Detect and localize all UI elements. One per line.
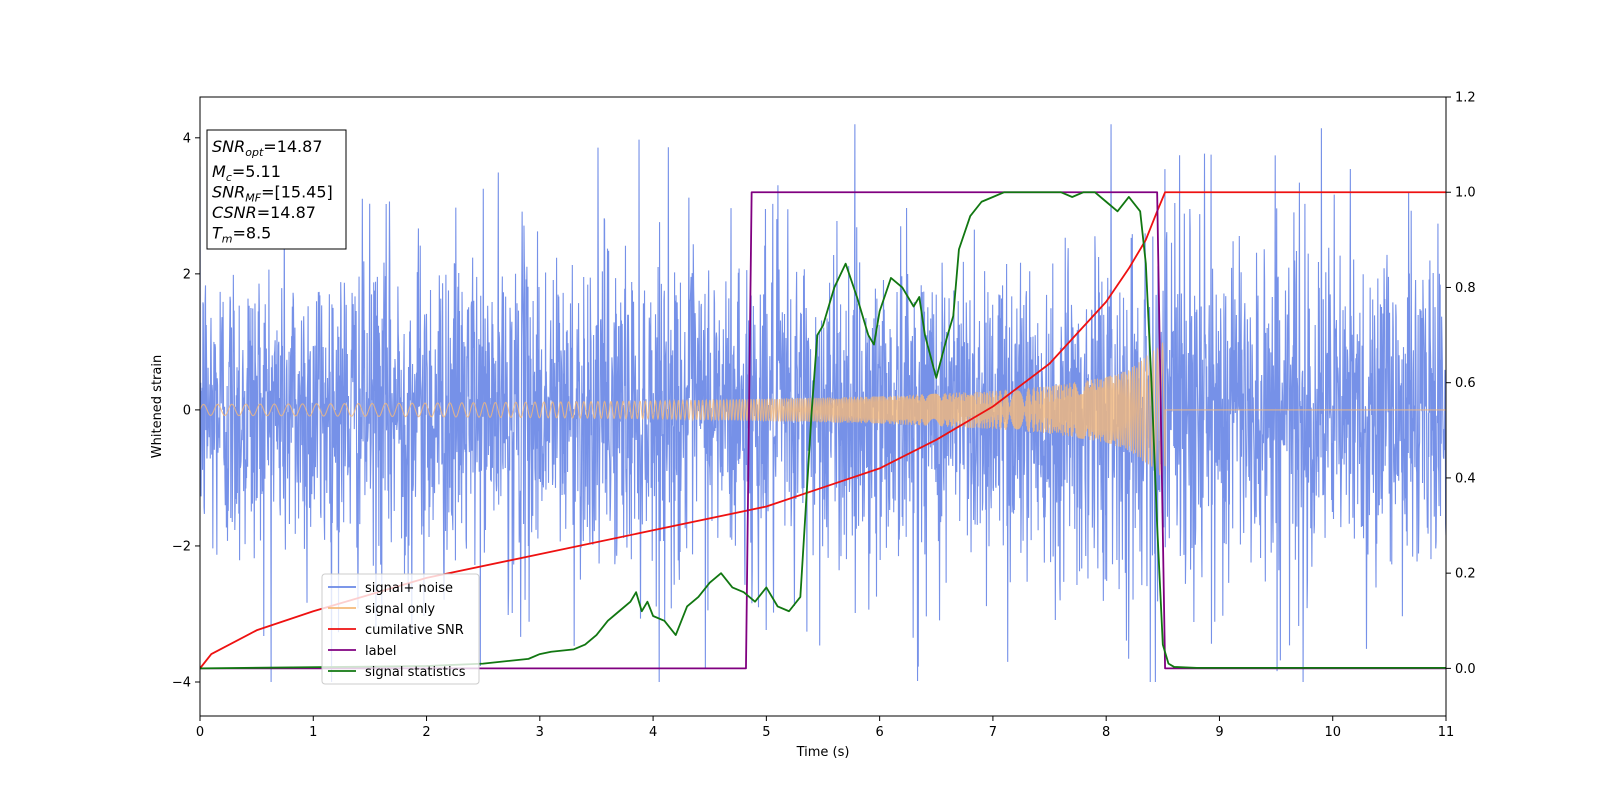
y-right-tick-label: 0.4 (1455, 471, 1476, 486)
x-tick-label: 11 (1438, 725, 1455, 740)
x-tick-label: 2 (422, 725, 430, 740)
x-tick-label: 0 (196, 725, 204, 740)
legend-box (321, 573, 480, 685)
info-box-line: CSNR=14.87 (212, 203, 316, 222)
info-box-line: Tm=8.5 (212, 224, 271, 246)
y-tick-label: 0 (183, 403, 191, 418)
x-axis-label: Time (s) (796, 745, 850, 760)
legend-label: signal statistics (365, 665, 466, 680)
y-right-tick-label: 1.2 (1455, 91, 1476, 106)
legend-label: signal only (365, 602, 435, 617)
info-box-line: SNRopt=14.87 (212, 137, 323, 159)
x-tick-label: 1 (309, 725, 317, 740)
y-tick-label: −2 (172, 539, 191, 554)
x-tick-label: 3 (536, 725, 544, 740)
y-right-tick-label: 1.0 (1455, 186, 1476, 201)
y-right-tick-label: 0.0 (1455, 662, 1476, 677)
y-right-tick-label: 0.6 (1455, 376, 1476, 391)
series-line-signal-only (200, 342, 1446, 476)
plot-area (200, 124, 1446, 682)
x-tick-label: 8 (1102, 725, 1110, 740)
info-box-line: Mc=5.11 (212, 162, 281, 184)
legend-label: label (365, 644, 396, 659)
series-line-signal-statistics (200, 191, 1446, 670)
series-line-cumilative-snr (200, 191, 1446, 669)
plot-frame (199, 96, 1447, 717)
y-tick-label: −4 (172, 675, 191, 690)
x-tick-label: 4 (649, 725, 657, 740)
x-tick-label: 9 (1215, 725, 1223, 740)
y-tick-label: 2 (183, 267, 191, 282)
x-tick-label: 5 (762, 725, 770, 740)
y-tick-label: 4 (183, 131, 191, 146)
y-axis-label: Whitened strain (150, 355, 165, 458)
info-box-line: SNRMF=[15.45] (212, 183, 333, 205)
x-tick-label: 6 (875, 725, 883, 740)
y-right-tick-label: 0.8 (1455, 281, 1476, 296)
legend-label: cumilative SNR (365, 623, 464, 638)
legend-label: signal+ noise (365, 581, 453, 596)
info-box (206, 129, 347, 250)
y-right-tick-label: 0.2 (1455, 567, 1476, 582)
x-tick-label: 7 (989, 725, 997, 740)
x-tick-label: 10 (1324, 725, 1341, 740)
